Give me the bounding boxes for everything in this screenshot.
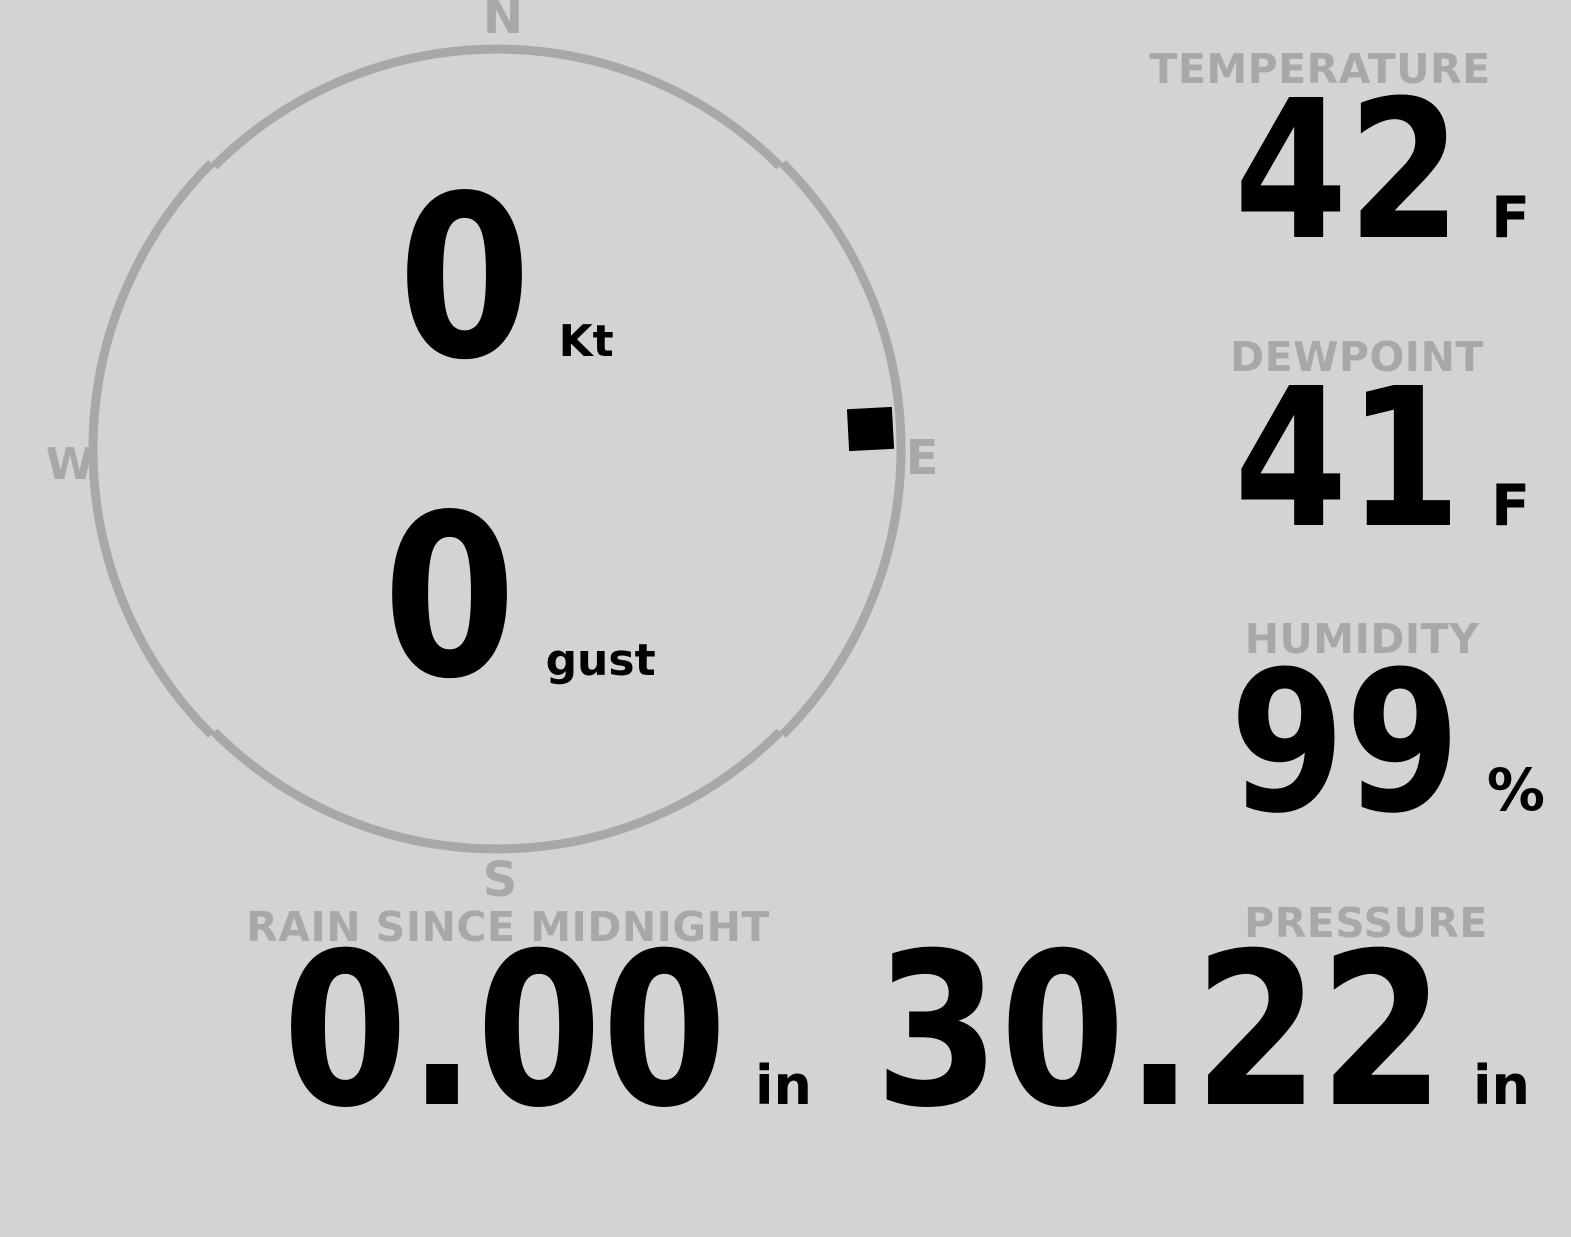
dewpoint-label: DEWPOINT bbox=[1230, 333, 1484, 381]
temperature-unit: F bbox=[1491, 185, 1530, 251]
wind-direction-marker bbox=[846, 407, 895, 452]
wind-speed: 0 Kt bbox=[398, 167, 614, 392]
rain-since-midnight-unit: in bbox=[755, 1054, 812, 1117]
compass-ring bbox=[88, 44, 906, 854]
temperature-reading: 42 F bbox=[1194, 76, 1530, 268]
compass-cardinal-east: E bbox=[905, 430, 939, 486]
humidity-label: HUMIDITY bbox=[1244, 615, 1480, 663]
wind-speed-value: 0 bbox=[398, 148, 532, 410]
rain-since-midnight-value: 0.00 bbox=[282, 907, 728, 1154]
pressure-unit: in bbox=[1473, 1054, 1530, 1117]
humidity-value: 99 bbox=[1229, 629, 1460, 856]
compass-cardinal-west: W bbox=[45, 439, 95, 490]
temperature-value: 42 bbox=[1233, 60, 1462, 283]
pressure-reading: 30.22 in bbox=[774, 925, 1530, 1137]
wind-gust-unit: gust bbox=[545, 635, 656, 686]
temperature-label: TEMPERATURE bbox=[1149, 45, 1491, 93]
dewpoint-reading: 41 F bbox=[1194, 364, 1530, 556]
wind-gust: 0 gust bbox=[383, 486, 656, 711]
humidity-reading: 99% bbox=[1189, 629, 1545, 856]
wind-gust-value: 0 bbox=[383, 467, 517, 729]
humidity-unit: % bbox=[1486, 756, 1545, 824]
dewpoint-value: 41 bbox=[1233, 348, 1462, 571]
rain-since-midnight-reading: 0.00 in bbox=[204, 925, 812, 1137]
compass-cardinal-south: S bbox=[482, 852, 518, 908]
rain-since-midnight-label: RAIN SINCE MIDNIGHT bbox=[246, 903, 770, 951]
pressure-value: 30.22 bbox=[875, 907, 1446, 1154]
compass-cardinal-north: N bbox=[482, 0, 524, 45]
pressure-label: PRESSURE bbox=[1244, 899, 1488, 947]
dewpoint-unit: F bbox=[1491, 473, 1530, 539]
wind-speed-unit: Kt bbox=[558, 316, 614, 367]
